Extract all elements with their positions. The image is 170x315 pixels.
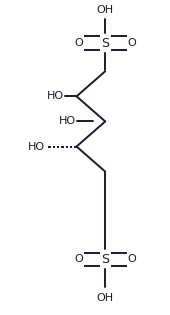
Text: O: O: [128, 38, 136, 48]
Text: OH: OH: [97, 5, 114, 15]
Text: S: S: [101, 37, 109, 49]
Text: HO: HO: [28, 141, 45, 152]
Text: O: O: [128, 255, 136, 264]
Text: HO: HO: [59, 117, 76, 126]
Text: S: S: [101, 253, 109, 266]
Text: HO: HO: [47, 91, 64, 101]
Text: O: O: [74, 38, 83, 48]
Text: OH: OH: [97, 293, 114, 303]
Text: O: O: [74, 255, 83, 264]
